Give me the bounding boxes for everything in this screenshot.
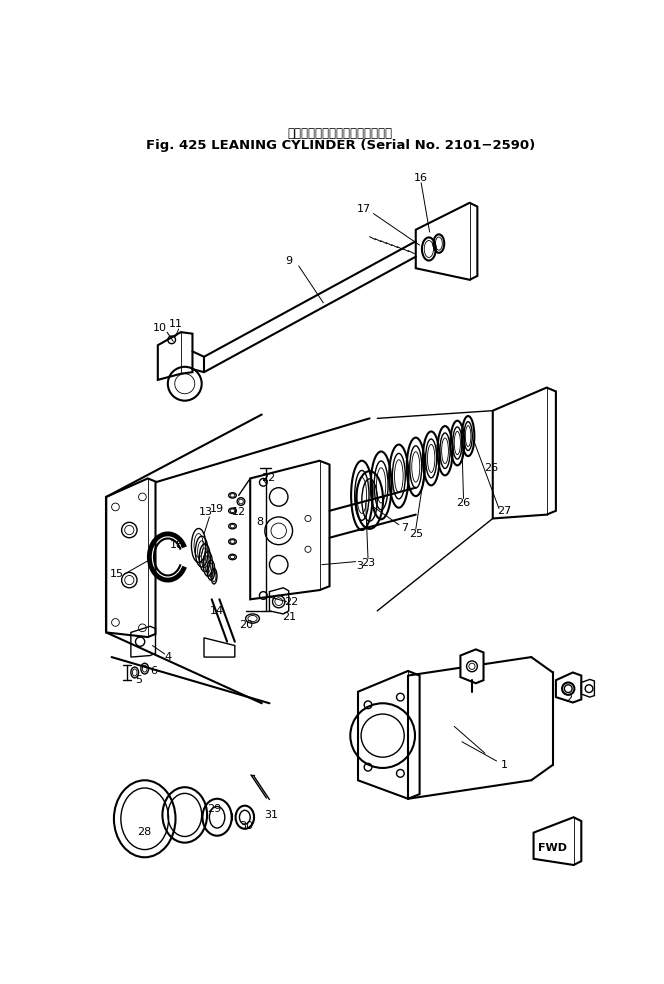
Text: 18: 18	[170, 540, 184, 550]
Text: 27: 27	[497, 506, 511, 516]
Polygon shape	[493, 388, 556, 519]
Text: 28: 28	[137, 827, 152, 836]
Text: 19: 19	[210, 504, 224, 515]
Text: 12: 12	[232, 508, 246, 518]
Text: 25: 25	[409, 528, 423, 539]
Polygon shape	[460, 649, 483, 683]
Polygon shape	[534, 818, 581, 865]
Text: 13: 13	[199, 508, 213, 518]
Text: FWD: FWD	[539, 843, 567, 853]
Polygon shape	[250, 461, 329, 599]
Polygon shape	[556, 672, 581, 703]
Polygon shape	[358, 671, 420, 799]
Text: 20: 20	[239, 620, 254, 630]
Text: 21: 21	[282, 612, 295, 622]
Text: 15: 15	[110, 569, 124, 579]
Text: 14: 14	[210, 606, 224, 616]
Text: 26: 26	[456, 498, 471, 508]
Text: 2: 2	[564, 694, 572, 704]
Text: 11: 11	[169, 320, 183, 330]
Text: 4: 4	[164, 652, 171, 662]
Polygon shape	[106, 478, 155, 637]
Text: 22: 22	[261, 473, 275, 483]
Text: 6: 6	[151, 666, 157, 676]
Text: 9: 9	[285, 256, 292, 266]
Text: 22: 22	[284, 596, 298, 607]
Text: 5: 5	[135, 675, 142, 685]
Text: リーニング　シリンダ（適用号機: リーニング シリンダ（適用号機	[288, 127, 393, 140]
Text: 26: 26	[484, 463, 498, 473]
Text: Fig. 425 LEANING CYLINDER (Serial No. 2101−2590): Fig. 425 LEANING CYLINDER (Serial No. 21…	[145, 139, 535, 152]
Text: 7: 7	[400, 523, 408, 533]
Text: 3: 3	[356, 561, 363, 572]
Text: 10: 10	[153, 323, 167, 333]
Text: 30: 30	[239, 822, 254, 831]
Text: 29: 29	[207, 804, 221, 814]
Text: 1: 1	[501, 760, 508, 769]
Text: 16: 16	[414, 173, 428, 183]
Text: 8: 8	[257, 518, 264, 527]
Text: 31: 31	[264, 810, 278, 820]
Text: 23: 23	[361, 558, 375, 568]
Text: 17: 17	[357, 204, 371, 214]
